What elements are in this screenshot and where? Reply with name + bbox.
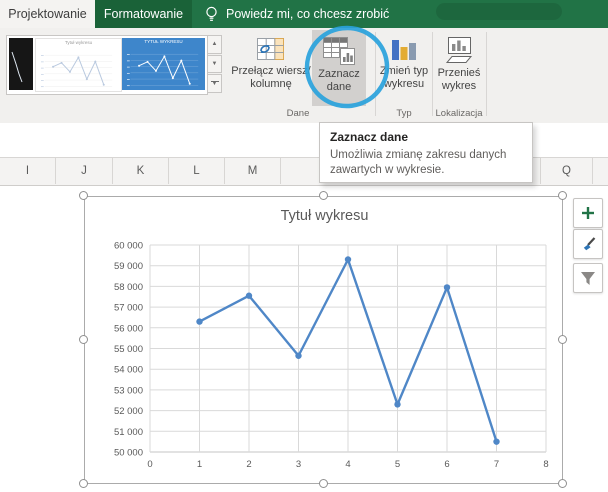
group-label-typ: Typ (396, 108, 412, 119)
svg-text:5: 5 (395, 459, 400, 470)
svg-text:7: 7 (494, 459, 499, 470)
column-header-partial[interactable] (593, 158, 608, 184)
chart-handle-bottom-left[interactable] (79, 479, 88, 488)
change-chart-type-button[interactable]: Zmień typ wykresu (377, 30, 431, 106)
light-thumb-title: Tytuł wykresu (64, 40, 93, 45)
svg-text:1: 1 (197, 459, 202, 470)
chart-handle-top-middle[interactable] (319, 191, 328, 200)
titlebar-artifact (436, 3, 562, 20)
svg-text:51 000: 51 000 (114, 427, 143, 438)
gallery-scroll-up-icon[interactable]: ▲ (207, 35, 222, 54)
chart-handle-middle-left[interactable] (79, 335, 88, 344)
chart-style-thumb-light[interactable]: Tytuł wykresu (35, 38, 122, 92)
select-data-button[interactable]: Zaznacz dane (312, 30, 366, 106)
group-separator (486, 32, 487, 116)
svg-text:0: 0 (147, 459, 152, 470)
svg-text:60 000: 60 000 (114, 241, 143, 252)
chart-styles-button[interactable] (573, 229, 603, 259)
chart-handle-bottom-right[interactable] (558, 479, 567, 488)
chart-handle-top-left[interactable] (79, 191, 88, 200)
svg-text:50 000: 50 000 (114, 448, 143, 459)
svg-text:58 000: 58 000 (114, 282, 143, 293)
change-chart-type-label: Zmień typ wykresu (379, 65, 429, 90)
paintbrush-icon (583, 236, 595, 250)
svg-text:4: 4 (345, 459, 350, 470)
move-chart-icon (445, 37, 473, 63)
switch-row-column-icon (257, 38, 284, 60)
svg-text:57 000: 57 000 (114, 303, 143, 314)
tell-me-box[interactable]: Powiedz mi, co chcesz zrobić (204, 0, 389, 28)
column-header-K[interactable]: K (113, 158, 169, 184)
group-separator (375, 32, 376, 116)
move-chart-label: Przenieś wykres (437, 67, 481, 92)
chart-elements-button[interactable] (573, 198, 603, 228)
chart-filters-button[interactable] (573, 263, 603, 293)
svg-text:3: 3 (296, 459, 301, 470)
group-separator (432, 32, 433, 116)
move-chart-button[interactable]: Przenieś wykres (434, 30, 484, 106)
switch-row-column-label: Przełącz wiersz/ kolumnę (231, 65, 311, 90)
svg-text:6: 6 (444, 459, 449, 470)
chart-styles-gallery: Tytuł wykresu TYTUŁ WYKRESU (6, 35, 208, 95)
svg-text:56 000: 56 000 (114, 323, 143, 334)
lightbulb-icon (206, 6, 217, 21)
chart-title[interactable]: Tytuł wykresu (280, 208, 369, 224)
tell-me-label: Powiedz mi, co chcesz zrobić (226, 7, 390, 21)
svg-text:8: 8 (543, 459, 548, 470)
filter-icon (581, 271, 595, 285)
select-data-label: Zaznacz dane (318, 68, 360, 93)
column-header-J[interactable]: J (56, 158, 113, 184)
svg-text:55 000: 55 000 (114, 344, 143, 355)
svg-text:2: 2 (246, 459, 251, 470)
svg-text:59 000: 59 000 (114, 261, 143, 272)
chart-handle-bottom-middle[interactable] (319, 479, 328, 488)
tab-formatowanie[interactable]: Formatowanie (95, 0, 192, 28)
chart-object[interactable]: Tytuł wykresu 60 000 59 000 58 000 57 000 56… (84, 196, 563, 484)
column-header-L[interactable]: L (169, 158, 225, 184)
ribbon-tab-bar: Projektowanie Formatowanie Powiedz mi, c… (0, 0, 608, 28)
chart-style-thumb-blue[interactable]: TYTUŁ WYKRESU (122, 38, 205, 90)
svg-text:54 000: 54 000 (114, 365, 143, 376)
chart-handle-top-right[interactable] (558, 191, 567, 200)
svg-text:52 000: 52 000 (114, 406, 143, 417)
dark-style-mini-chart (11, 51, 23, 83)
light-style-mini-chart (40, 54, 113, 88)
blue-style-mini-chart (126, 53, 199, 87)
switch-row-column-button[interactable]: Przełącz wiersz/ kolumnę (230, 30, 312, 106)
chart-style-thumb-dark[interactable] (9, 38, 33, 90)
group-label-dane: Dane (286, 108, 310, 119)
tooltip-title: Zaznacz dane (330, 130, 409, 144)
column-header-M[interactable]: M (225, 158, 281, 184)
select-data-tooltip: Zaznacz dane Umożliwia zmianę zakresu da… (319, 122, 533, 183)
plus-icon (582, 207, 594, 219)
column-header-I[interactable]: I (0, 158, 56, 184)
change-chart-type-icon (392, 40, 416, 60)
group-label-lokalizacja: Lokalizacja (435, 108, 483, 119)
blue-thumb-title: TYTUŁ WYKRESU (144, 39, 183, 44)
chart-handle-middle-right[interactable] (558, 335, 567, 344)
gallery-scroll-down-icon[interactable]: ▼ (207, 54, 222, 74)
svg-text:53 000: 53 000 (114, 385, 143, 396)
tab-projektowanie[interactable]: Projektowanie (0, 0, 95, 28)
column-header-Q[interactable]: Q (540, 158, 593, 184)
ribbon: Tytuł wykresu TYTUŁ WYKRESU ▲ ▼ ▼ (0, 28, 608, 124)
gallery-scrollbar: ▲ ▼ ▼ (207, 35, 222, 94)
gallery-more-icon[interactable]: ▼ (207, 74, 222, 94)
select-data-icon (323, 37, 355, 65)
tooltip-body: Umożliwia zmianę zakresu danych zawartyc… (330, 149, 507, 176)
